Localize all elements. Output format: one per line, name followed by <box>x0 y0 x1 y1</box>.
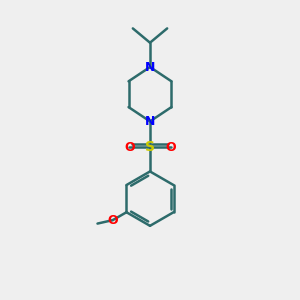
Text: S: S <box>145 140 155 154</box>
Text: N: N <box>145 61 155 74</box>
Text: O: O <box>124 141 135 154</box>
Text: O: O <box>165 141 176 154</box>
Text: O: O <box>107 214 118 226</box>
Text: N: N <box>145 115 155 128</box>
